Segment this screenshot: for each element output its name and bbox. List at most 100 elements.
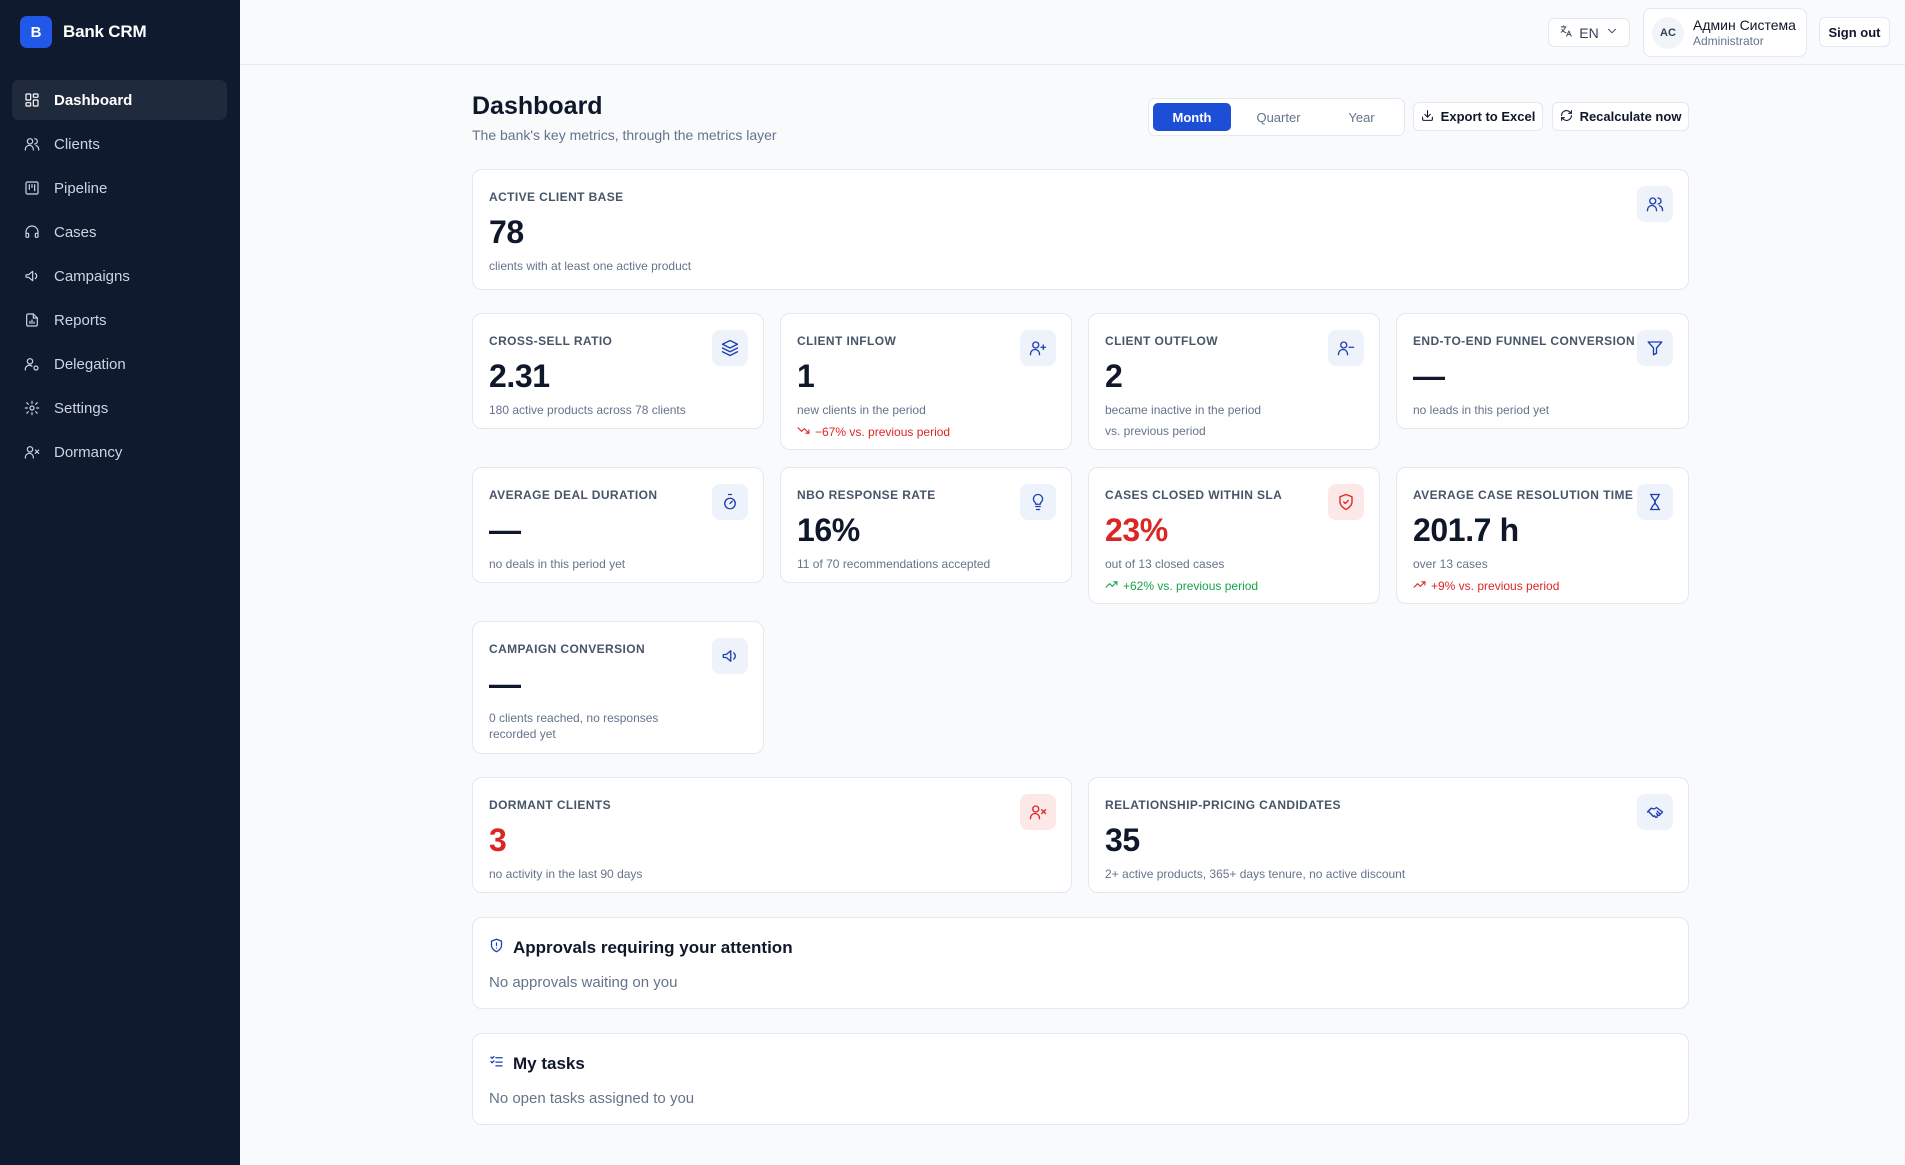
megaphone-icon [712, 638, 748, 674]
period-year-button[interactable]: Year [1348, 109, 1375, 125]
user-menu[interactable]: AC Админ Система Administrator [1643, 8, 1807, 57]
metric-description: no activity in the last 90 days [489, 867, 643, 881]
headset-icon [24, 224, 40, 240]
metric-trend: vs. previous period [1105, 424, 1206, 438]
list-check-icon [489, 1054, 504, 1074]
metric-label: Average case resolution time [1413, 488, 1634, 502]
language-selector[interactable]: EN [1548, 18, 1630, 47]
metric-description: new clients in the period [797, 403, 926, 417]
metric-label: Relationship-pricing candidates [1105, 798, 1341, 812]
metric-card-active-client-base: Active client base 78 clients with at le… [472, 169, 1689, 290]
metric-description: clients with at least one active product [489, 259, 692, 273]
metric-value: 3 [489, 822, 507, 858]
translate-icon [1559, 24, 1573, 41]
user-plus-icon [1020, 330, 1056, 366]
sidebar-item-dormancy[interactable]: Dormancy [12, 432, 227, 472]
metric-card-funnel-conversion: End-to-end funnel conversion — no leads … [1396, 313, 1689, 429]
approvals-panel: Approvals requiring your attention No ap… [472, 917, 1689, 1009]
trend-down-icon [797, 424, 810, 440]
metric-label: NBO response rate [797, 488, 936, 502]
sidebar-item-clients[interactable]: Clients [12, 124, 227, 164]
metric-label: Average deal duration [489, 488, 658, 502]
metric-value: — [489, 512, 521, 548]
metric-description: out of 13 closed cases [1105, 557, 1225, 571]
sidebar-item-label: Pipeline [54, 179, 108, 197]
metric-trend-text: vs. previous period [1105, 424, 1206, 438]
metric-description: 0 clients reached, no responses recorded… [489, 711, 659, 741]
file-chart-icon [24, 312, 40, 328]
megaphone-icon [24, 268, 40, 284]
language-value: EN [1579, 24, 1599, 41]
sidebar-item-label: Dormancy [54, 443, 123, 461]
page-subtitle: The bank's key metrics, through the metr… [472, 127, 777, 143]
tasks-empty-state: No open tasks assigned to you [489, 1090, 695, 1107]
sidebar-item-label: Reports [54, 311, 107, 329]
period-switcher: Month Quarter Year [1148, 98, 1405, 136]
metric-trend: +62% vs. previous period [1105, 578, 1258, 594]
metric-trend: −67% vs. previous period [797, 424, 950, 440]
metric-label: End-to-end funnel conversion [1413, 334, 1636, 348]
metric-value: 16% [797, 512, 860, 548]
kanban-icon [24, 180, 40, 196]
hourglass-icon [1637, 484, 1673, 520]
sidebar-item-dashboard[interactable]: Dashboard [12, 80, 227, 120]
user-minus-icon [1328, 330, 1364, 366]
metric-value: 23% [1105, 512, 1168, 548]
sidebar-item-label: Delegation [54, 355, 126, 373]
metric-description: became inactive in the period [1105, 403, 1262, 417]
metric-value: 35 [1105, 822, 1140, 858]
metric-description: no deals in this period yet [489, 557, 626, 571]
approvals-empty-state: No approvals waiting on you [489, 974, 678, 991]
metric-trend: +9% vs. previous period [1413, 578, 1559, 594]
metric-value: — [1413, 358, 1445, 394]
metric-value: 2 [1105, 358, 1123, 394]
metric-value: 2.31 [489, 358, 550, 394]
metric-card-deal-duration: Average deal duration — no deals in this… [472, 467, 764, 583]
sidebar-item-delegation[interactable]: Delegation [12, 344, 227, 384]
period-quarter-button[interactable]: Quarter [1256, 109, 1301, 125]
metric-description: no leads in this period yet [1413, 403, 1550, 417]
brand[interactable]: B Bank CRM [20, 16, 147, 48]
export-excel-button[interactable]: Export to Excel [1413, 102, 1543, 131]
metric-label: Cross-sell ratio [489, 334, 613, 348]
metric-card-nbo-response: NBO response rate 16% 11 of 70 recommend… [780, 467, 1072, 583]
metric-label: Client outflow [1105, 334, 1218, 348]
sidebar-item-label: Dashboard [54, 91, 133, 109]
sidebar-item-cases[interactable]: Cases [12, 212, 227, 252]
metric-card-dormant-clients: Dormant clients 3 no activity in the las… [472, 777, 1072, 893]
sidebar-item-label: Cases [54, 223, 97, 241]
user-cog-icon [24, 356, 40, 372]
metric-description: 11 of 70 recommendations accepted [797, 557, 991, 571]
tasks-panel: My tasks No open tasks assigned to you [472, 1033, 1689, 1125]
sidebar: B Bank CRM Dashboard Clients Pipeline Ca… [0, 0, 240, 1165]
sidebar-item-label: Settings [54, 399, 109, 417]
metric-label: Cases closed within SLA [1105, 488, 1283, 502]
metric-card-client-outflow: Client outflow 2 became inactive in the … [1088, 313, 1380, 450]
period-month-button[interactable]: Month [1153, 103, 1231, 131]
stopwatch-icon [712, 484, 748, 520]
users-icon [24, 136, 40, 152]
metric-value: 78 [489, 214, 524, 250]
sidebar-item-pipeline[interactable]: Pipeline [12, 168, 227, 208]
metric-value: 201.7 h [1413, 512, 1519, 548]
metric-trend-text: −67% vs. previous period [815, 425, 951, 439]
sign-out-button[interactable]: Sign out [1819, 17, 1890, 47]
shield-check-icon [1328, 484, 1364, 520]
sidebar-item-settings[interactable]: Settings [12, 388, 227, 428]
sidebar-item-campaigns[interactable]: Campaigns [12, 256, 227, 296]
metric-description: 2+ active products, 365+ days tenure, no… [1105, 867, 1406, 881]
brand-logo: B [20, 16, 52, 48]
avatar: AC [1652, 16, 1684, 49]
user-name: Админ Система [1693, 16, 1796, 33]
refresh-icon [1560, 109, 1573, 125]
filter-icon [1637, 330, 1673, 366]
metric-card-sla: Cases closed within SLA 23% out of 13 cl… [1088, 467, 1380, 604]
metric-card-relationship-pricing: Relationship-pricing candidates 35 2+ ac… [1088, 777, 1689, 893]
recalculate-button[interactable]: Recalculate now [1552, 102, 1689, 131]
metric-label: Active client base [489, 190, 624, 204]
sidebar-item-reports[interactable]: Reports [12, 300, 227, 340]
metric-trend-text: +62% vs. previous period [1123, 579, 1259, 593]
metric-trend-text: +9% vs. previous period [1431, 579, 1560, 593]
brand-name: Bank CRM [63, 22, 147, 41]
page-title: Dashboard [472, 92, 603, 120]
